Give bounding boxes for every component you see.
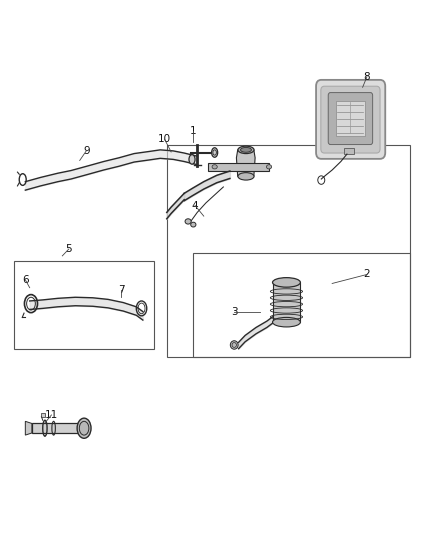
Ellipse shape (212, 148, 218, 157)
Ellipse shape (272, 278, 300, 287)
Bar (208, 163, 269, 171)
Text: 8: 8 (364, 71, 370, 82)
Ellipse shape (185, 219, 191, 224)
Ellipse shape (238, 146, 254, 154)
Ellipse shape (79, 421, 89, 435)
Bar (344, 148, 354, 154)
Text: 1: 1 (190, 126, 196, 136)
Ellipse shape (238, 173, 254, 180)
FancyBboxPatch shape (316, 80, 385, 159)
Ellipse shape (77, 418, 91, 438)
Ellipse shape (230, 341, 238, 349)
Ellipse shape (272, 317, 300, 327)
Bar (32, 423, 82, 433)
Bar (193, 253, 410, 357)
Text: 6: 6 (22, 274, 28, 285)
Ellipse shape (191, 222, 196, 227)
Bar (41, 413, 45, 417)
Ellipse shape (240, 148, 251, 152)
Text: 7: 7 (118, 285, 124, 295)
Polygon shape (25, 421, 32, 435)
Bar (167, 144, 410, 357)
Text: 11: 11 (45, 410, 58, 420)
Bar (336, 101, 365, 136)
Text: 9: 9 (83, 146, 89, 156)
Ellipse shape (189, 155, 195, 164)
Text: 2: 2 (364, 270, 370, 279)
Text: 10: 10 (158, 134, 171, 144)
FancyBboxPatch shape (328, 93, 373, 144)
Text: 3: 3 (231, 306, 237, 317)
Text: 5: 5 (66, 244, 72, 254)
Bar (14, 261, 154, 349)
Ellipse shape (212, 165, 217, 169)
Ellipse shape (266, 165, 272, 169)
Bar (272, 282, 300, 322)
Text: 4: 4 (192, 200, 198, 211)
Polygon shape (237, 150, 255, 176)
FancyBboxPatch shape (321, 86, 380, 153)
